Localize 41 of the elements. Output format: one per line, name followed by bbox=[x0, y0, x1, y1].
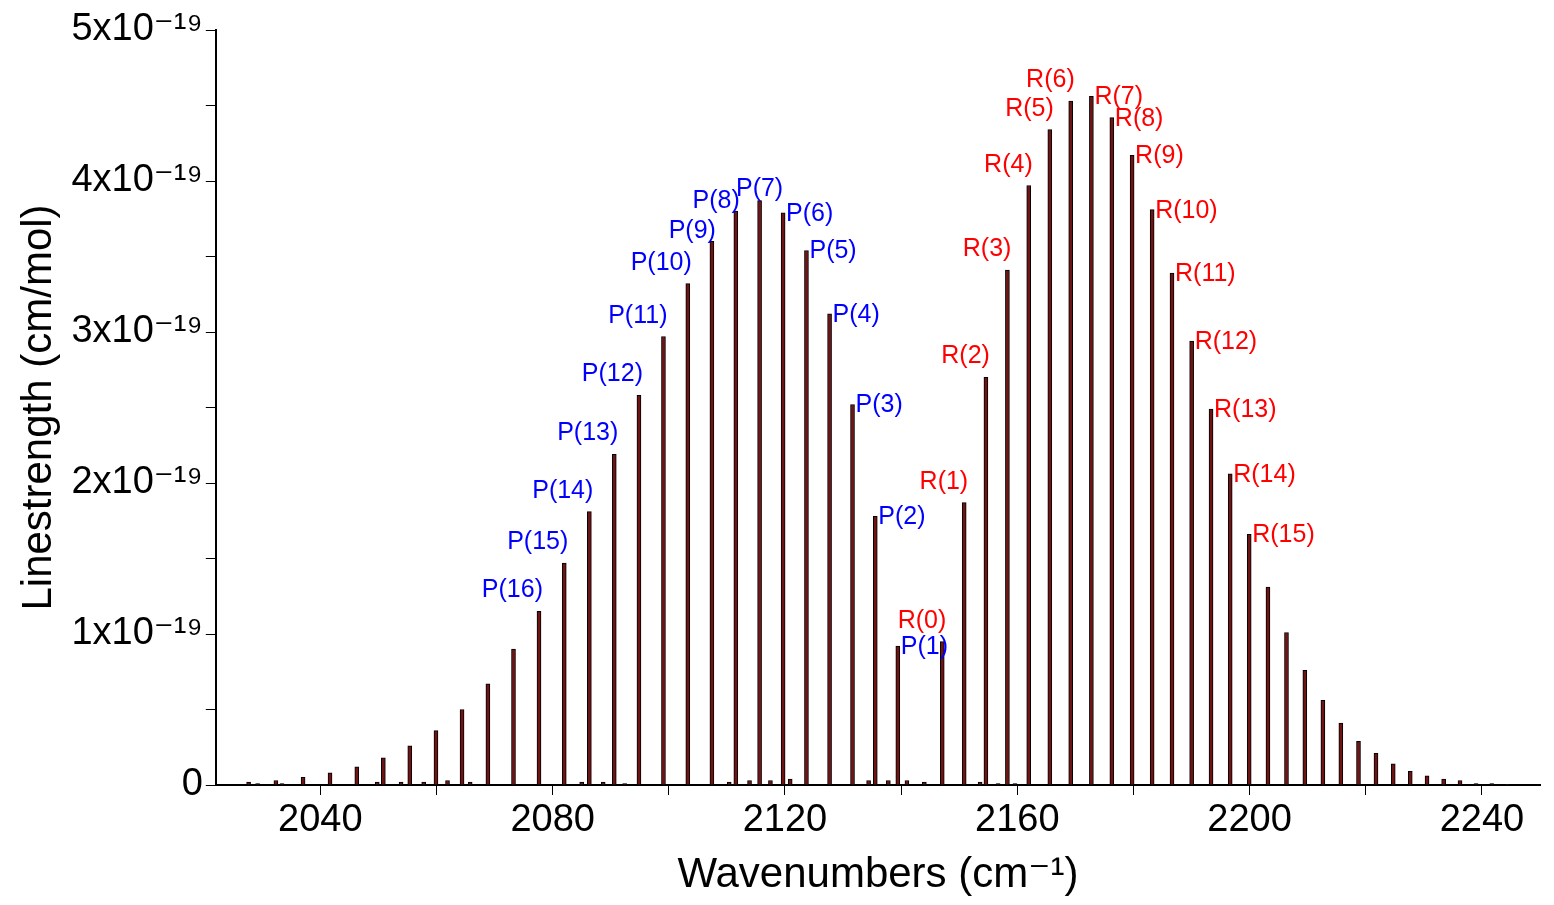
annotation: R(14) bbox=[1233, 458, 1296, 487]
annotation: P(2) bbox=[878, 501, 926, 530]
annotation: P(3) bbox=[855, 389, 903, 418]
annotation: R(0) bbox=[897, 604, 947, 633]
annotation: R(5) bbox=[1005, 92, 1054, 121]
annotation: R(4) bbox=[984, 148, 1033, 177]
x-axis-title: Wavenumbers (cm⁻¹) bbox=[677, 849, 1079, 897]
x-tick-label: 2080 bbox=[510, 797, 595, 840]
y-tick-label: 5x10⁻¹⁹ bbox=[71, 6, 203, 49]
annotation: P(15) bbox=[507, 526, 569, 555]
annotation: P(16) bbox=[481, 574, 544, 603]
annotation: P(11) bbox=[608, 299, 668, 328]
annotation: R(6) bbox=[1026, 63, 1075, 92]
annotation: P(9) bbox=[668, 215, 716, 244]
annotation: P(10) bbox=[630, 246, 692, 275]
y-tick-label: 2x10⁻¹⁹ bbox=[71, 459, 203, 502]
annotation: R(2) bbox=[941, 340, 990, 369]
x-tick-label: 2240 bbox=[1439, 797, 1525, 840]
annotation: R(3) bbox=[962, 233, 1012, 262]
y-tick-label: 1x10⁻¹⁹ bbox=[71, 610, 203, 653]
annotation: R(11) bbox=[1175, 258, 1236, 287]
annotation: P(13) bbox=[557, 417, 619, 446]
annotation: P(14) bbox=[532, 474, 594, 503]
y-tick-label: 0 bbox=[181, 761, 203, 804]
x-tick-label: 2120 bbox=[742, 797, 828, 840]
y-axis-title: Linestrength (cm/mol) bbox=[12, 204, 60, 611]
y-tick-label: 3x10⁻¹⁹ bbox=[71, 308, 203, 351]
annotation: R(9) bbox=[1135, 140, 1184, 169]
annotation: P(4) bbox=[832, 298, 880, 327]
annotation: P(6) bbox=[786, 197, 834, 226]
annotation: R(1) bbox=[919, 465, 969, 494]
annotation: P(5) bbox=[809, 235, 857, 264]
y-tick-label: 4x10⁻¹⁹ bbox=[71, 157, 203, 200]
annotation: R(13) bbox=[1214, 394, 1277, 423]
x-tick-label: 2160 bbox=[975, 797, 1060, 840]
x-tick-label: 2040 bbox=[278, 797, 363, 840]
annotation: P(12) bbox=[581, 358, 643, 387]
x-tick-label: 2200 bbox=[1207, 797, 1292, 840]
annotation: R(10) bbox=[1155, 194, 1218, 223]
annotation: R(15) bbox=[1252, 519, 1315, 548]
annotation: R(12) bbox=[1194, 326, 1258, 355]
